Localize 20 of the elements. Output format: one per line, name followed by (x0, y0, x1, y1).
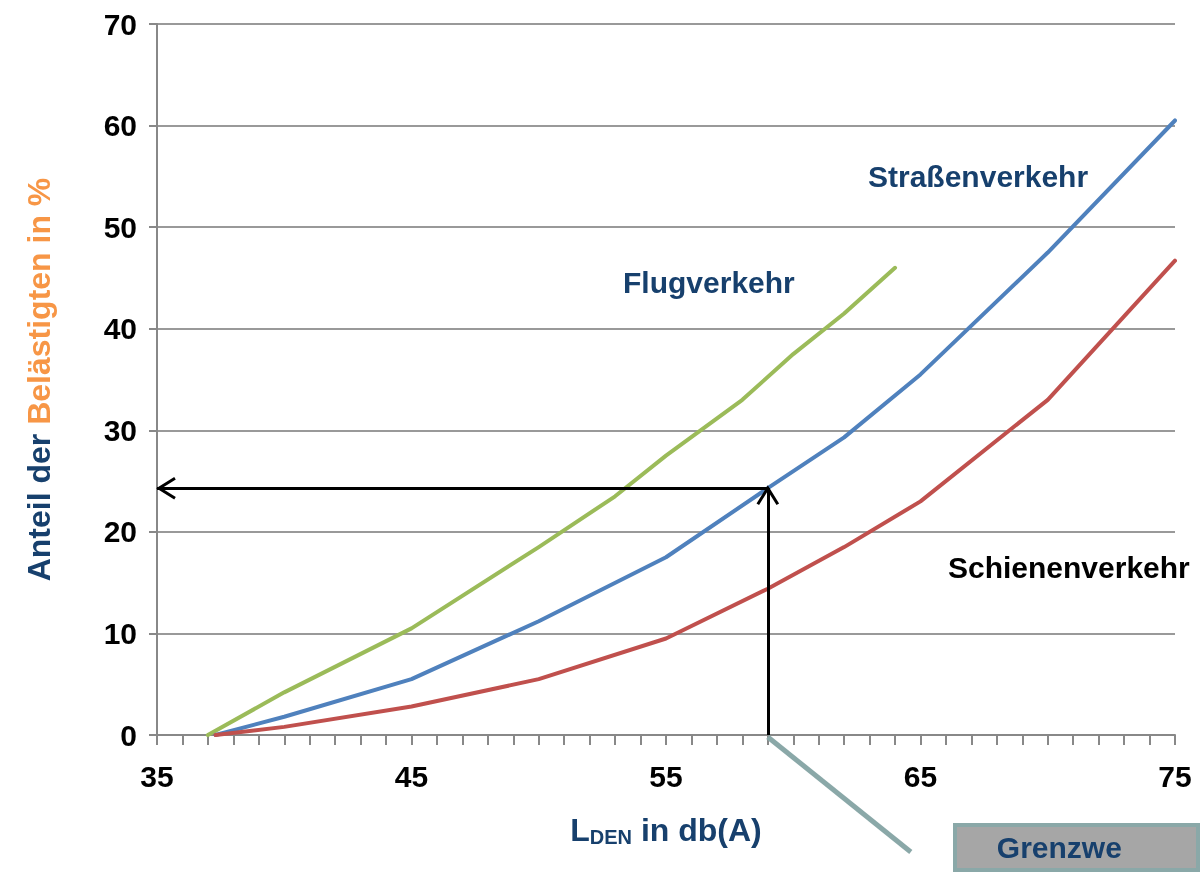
series-label: Flugverkehr (623, 265, 795, 300)
series-label: Straßenverkehr (868, 160, 1089, 195)
x-tick-label: 45 (394, 759, 429, 793)
y-tick-label: 50 (103, 210, 137, 244)
y-tick-label: 0 (120, 718, 137, 752)
x-tick-label: 65 (903, 759, 938, 793)
y-tick-label: 10 (103, 616, 137, 650)
y-tick-label: 30 (103, 413, 137, 447)
x-tick-label: 55 (649, 759, 683, 793)
y-tick-label: 40 (103, 312, 137, 346)
x-tick-label: 75 (1158, 759, 1192, 793)
x-axis-title: LDEN in db(A) (570, 812, 762, 848)
text: Grenzwe (952, 823, 1200, 872)
series-label: Schienenverkehr (948, 550, 1190, 585)
y-tick-label: 70 (103, 7, 137, 41)
x-tick-label: 35 (140, 759, 174, 793)
y-tick-label: 20 (103, 515, 137, 549)
line-series (205, 265, 898, 737)
y-axis-title: Anteil der Belästigten in % (21, 177, 57, 582)
y-tick-label: 60 (103, 109, 137, 143)
